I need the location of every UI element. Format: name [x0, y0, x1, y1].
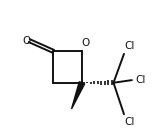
- Text: Cl: Cl: [136, 75, 146, 85]
- Text: O: O: [23, 36, 31, 46]
- Text: O: O: [82, 38, 90, 48]
- Text: Cl: Cl: [124, 41, 134, 51]
- Polygon shape: [72, 82, 85, 109]
- Text: Cl: Cl: [124, 117, 134, 127]
